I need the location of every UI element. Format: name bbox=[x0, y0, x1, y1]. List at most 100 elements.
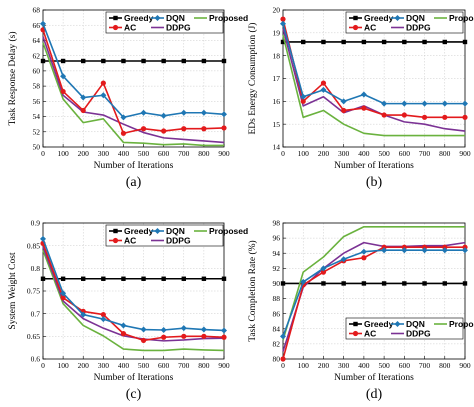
legend-label: DQN bbox=[166, 226, 185, 236]
legend-label: DDPG bbox=[406, 23, 431, 33]
x-tick-label: 600 bbox=[158, 361, 170, 370]
data-point-ac bbox=[341, 107, 347, 114]
x-tick-label: 100 bbox=[298, 149, 310, 158]
y-tick-label: 94 bbox=[273, 249, 281, 258]
data-point-greedy bbox=[101, 58, 106, 64]
y-tick-label: 15 bbox=[273, 120, 281, 129]
legend-label: DQN bbox=[406, 13, 425, 23]
y-tick-label: 82 bbox=[273, 339, 281, 348]
data-point-greedy bbox=[402, 281, 407, 286]
data-point-ac bbox=[361, 105, 367, 111]
x-tick-label: 600 bbox=[399, 361, 411, 370]
legend-swatch-marker bbox=[352, 24, 359, 31]
legend-item-ac: AC bbox=[349, 329, 376, 339]
legend-swatch-marker bbox=[353, 15, 358, 21]
data-point-greedy bbox=[221, 58, 227, 64]
legend-label: Greedy bbox=[364, 319, 394, 329]
data-point-dqn bbox=[40, 20, 46, 27]
data-point-dqn bbox=[180, 109, 187, 116]
x-tick-label: 600 bbox=[399, 149, 411, 158]
data-point-ac bbox=[401, 244, 407, 250]
data-point-ac bbox=[401, 112, 407, 118]
series-dqn bbox=[280, 20, 468, 107]
legend-label: AC bbox=[364, 23, 376, 33]
y-tick-label: 98 bbox=[273, 219, 281, 228]
series-greedy bbox=[40, 276, 227, 281]
data-point-greedy bbox=[60, 58, 66, 64]
data-point-dqn bbox=[360, 91, 367, 98]
legend-label: Proposed bbox=[449, 319, 474, 329]
series-line-ac bbox=[282, 246, 465, 360]
y-tick-label: 56 bbox=[33, 97, 41, 106]
data-point-dqn bbox=[340, 256, 347, 263]
data-point-ac bbox=[462, 114, 468, 120]
data-point-dqn bbox=[60, 290, 67, 297]
data-point-greedy bbox=[341, 39, 346, 45]
data-point-ac bbox=[320, 80, 327, 86]
data-point-dqn bbox=[381, 100, 388, 107]
data-point-dqn bbox=[40, 235, 46, 242]
series-ddpg bbox=[42, 36, 225, 144]
data-point-ac bbox=[100, 80, 106, 86]
legend-item-ac: AC bbox=[349, 23, 376, 33]
chart-panel-4: 80 82 84 86 88 90 92 94 96 98 0 100 200 300 400 500 600 7… bbox=[247, 219, 474, 402]
x-tick-label: 700 bbox=[178, 361, 190, 370]
data-point-dqn bbox=[401, 100, 408, 107]
y-tick-label: 52 bbox=[33, 127, 41, 136]
x-tick-label: 300 bbox=[338, 361, 350, 370]
data-point-ac bbox=[320, 269, 327, 275]
x-tick-label: 800 bbox=[198, 149, 210, 158]
series-line-proposed bbox=[42, 42, 224, 147]
series-dqn bbox=[40, 20, 227, 121]
y-tick-label: 0.6 bbox=[31, 355, 41, 364]
series-greedy bbox=[280, 39, 468, 45]
series-line-dqn bbox=[282, 249, 465, 337]
data-point-dqn bbox=[100, 316, 107, 323]
y-tick-label: 17 bbox=[273, 74, 281, 83]
y-tick-label: 0.85 bbox=[27, 241, 40, 250]
data-point-dqn bbox=[462, 247, 468, 254]
data-point-dqn bbox=[320, 265, 327, 272]
legend-label: Proposed bbox=[209, 13, 248, 23]
data-point-greedy bbox=[101, 276, 106, 281]
legend-swatch-marker bbox=[352, 330, 359, 337]
series-proposed bbox=[42, 249, 225, 352]
data-point-greedy bbox=[81, 58, 86, 64]
legend-box bbox=[105, 11, 224, 34]
legend-swatch-marker bbox=[113, 15, 118, 21]
legend-item-ddpg: DDPG bbox=[151, 23, 191, 33]
legend-item-proposed: Proposed bbox=[194, 226, 248, 236]
x-tick-label: 400 bbox=[358, 149, 370, 158]
data-point-ac bbox=[442, 114, 448, 120]
x-tick-label: 900 bbox=[218, 361, 230, 370]
x-tick-label: 800 bbox=[439, 361, 451, 370]
y-tick-label: 20 bbox=[273, 6, 281, 15]
data-point-ac bbox=[181, 333, 187, 339]
data-point-ac bbox=[442, 244, 448, 250]
plot-frame bbox=[42, 9, 225, 148]
data-point-greedy bbox=[161, 58, 166, 64]
x-tick-label: 200 bbox=[78, 149, 90, 158]
y-axis-label: EDs Energy Consumption (J) bbox=[247, 23, 258, 135]
data-point-greedy bbox=[361, 39, 367, 45]
legend-item-proposed: Proposed bbox=[434, 13, 474, 23]
x-tick-label: 700 bbox=[178, 149, 190, 158]
x-tick-label: 200 bbox=[318, 149, 330, 158]
y-tick-label: 84 bbox=[273, 324, 281, 333]
y-axis-label: System Weight Cost bbox=[8, 252, 18, 330]
data-point-ac bbox=[381, 244, 387, 250]
y-tick-label: 86 bbox=[273, 309, 281, 318]
data-point-greedy bbox=[321, 39, 326, 45]
series-line-dqn bbox=[42, 23, 225, 119]
legend-label: DDPG bbox=[166, 236, 191, 246]
data-point-greedy bbox=[141, 276, 146, 281]
series-dqn bbox=[40, 235, 227, 334]
data-point-dqn bbox=[140, 326, 147, 333]
data-point-greedy bbox=[201, 58, 207, 64]
series-line-proposed bbox=[282, 34, 465, 137]
data-point-greedy bbox=[40, 276, 46, 281]
y-tick-label: 90 bbox=[273, 279, 281, 288]
data-point-greedy bbox=[301, 39, 306, 45]
data-point-greedy bbox=[60, 276, 66, 281]
data-point-greedy bbox=[201, 276, 207, 281]
